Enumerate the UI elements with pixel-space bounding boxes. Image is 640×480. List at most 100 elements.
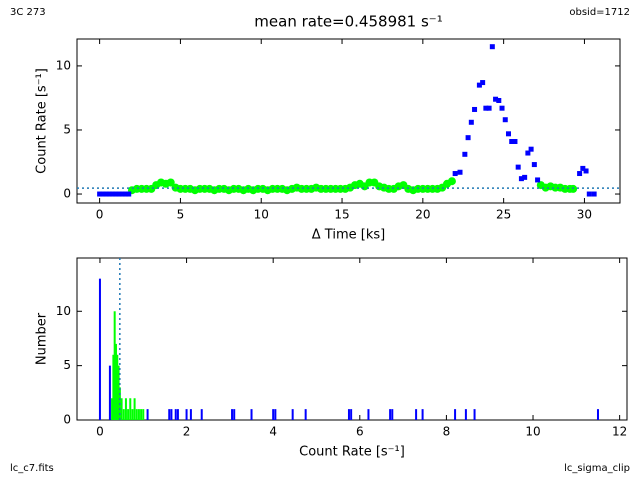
y-tick-label: 5 bbox=[63, 358, 71, 372]
histogram-bar bbox=[231, 409, 234, 420]
plot-frame bbox=[76, 38, 621, 204]
data-point bbox=[97, 191, 103, 197]
data-point bbox=[122, 191, 128, 197]
histogram-bar bbox=[291, 409, 294, 420]
obsid-label: obsid=1712 bbox=[569, 7, 630, 18]
data-point bbox=[116, 191, 122, 197]
histogram-bar bbox=[347, 409, 350, 420]
histogram-bar bbox=[98, 278, 101, 420]
histogram-bar bbox=[350, 409, 353, 420]
histogram-bar bbox=[464, 409, 467, 420]
x-tick-label: 6 bbox=[356, 425, 364, 439]
chart-title: mean rate=0.458981 s⁻¹ bbox=[254, 13, 442, 31]
x-tick-label: 8 bbox=[443, 425, 451, 439]
y-axis-label: Number bbox=[35, 312, 50, 365]
data-point bbox=[489, 44, 495, 50]
histogram-bar bbox=[129, 398, 132, 420]
histogram-bar bbox=[124, 398, 127, 420]
y-tick-label: 0 bbox=[63, 413, 71, 427]
data-point bbox=[468, 119, 474, 125]
histogram-bar bbox=[140, 409, 143, 420]
histogram-bar bbox=[304, 409, 307, 420]
x-tick-label: 25 bbox=[496, 208, 511, 222]
data-point bbox=[452, 171, 458, 177]
data-point bbox=[457, 169, 463, 175]
data-point bbox=[486, 105, 492, 111]
data-point bbox=[483, 105, 489, 111]
x-tick-label: 10 bbox=[254, 208, 269, 222]
data-point bbox=[476, 82, 482, 88]
data-point bbox=[496, 98, 502, 103]
histogram-bar bbox=[367, 409, 370, 420]
data-point bbox=[462, 151, 468, 157]
data-point bbox=[580, 165, 586, 171]
data-point bbox=[472, 106, 478, 112]
data-point bbox=[522, 174, 528, 180]
data-point bbox=[126, 191, 132, 197]
file-label: lc_c7.fits bbox=[10, 463, 54, 474]
data-point bbox=[569, 184, 578, 193]
data-point bbox=[591, 191, 597, 197]
x-tick-label: 12 bbox=[612, 425, 627, 439]
data-point bbox=[480, 80, 486, 86]
histogram-bar bbox=[127, 409, 130, 420]
histogram-bar bbox=[174, 409, 177, 420]
y-tick-label: 10 bbox=[56, 58, 71, 72]
data-point bbox=[505, 131, 511, 137]
histogram-bar bbox=[146, 409, 149, 420]
histogram-bar bbox=[117, 365, 120, 420]
data-point bbox=[447, 177, 456, 186]
histogram-bar bbox=[200, 409, 203, 420]
histogram-bar bbox=[111, 398, 114, 420]
histogram-bar bbox=[137, 409, 140, 420]
data-point bbox=[113, 191, 119, 197]
data-point bbox=[515, 164, 521, 170]
data-point bbox=[528, 146, 534, 152]
data-point bbox=[586, 191, 592, 197]
histogram-bar bbox=[274, 409, 277, 420]
histogram-bar bbox=[421, 409, 424, 420]
data-point bbox=[166, 178, 175, 187]
data-point bbox=[531, 162, 537, 168]
data-point bbox=[465, 135, 471, 141]
data-point bbox=[106, 191, 112, 197]
source-label: 3C 273 bbox=[10, 7, 46, 18]
data-point bbox=[509, 139, 515, 144]
histogram-bar bbox=[176, 409, 179, 420]
histogram-bar bbox=[168, 409, 171, 420]
data-point bbox=[499, 105, 505, 111]
data-point bbox=[100, 191, 106, 197]
data-point bbox=[103, 191, 109, 197]
x-axis-label: Δ Time [ks] bbox=[312, 228, 385, 243]
histogram-bar bbox=[185, 409, 188, 420]
plot-frame bbox=[76, 257, 628, 421]
histogram-bar bbox=[114, 343, 117, 420]
histogram-bar bbox=[189, 409, 192, 420]
data-point bbox=[583, 168, 589, 174]
histogram-bar bbox=[133, 398, 136, 420]
x-tick-label: 15 bbox=[334, 208, 349, 222]
x-axis-label: Count Rate [s⁻¹] bbox=[299, 445, 405, 460]
histogram-bar bbox=[391, 409, 394, 420]
histogram-bar bbox=[415, 409, 418, 420]
histogram-bar bbox=[272, 409, 275, 420]
histogram-bar bbox=[250, 409, 253, 420]
x-tick-label: 0 bbox=[96, 425, 104, 439]
histogram-bar bbox=[473, 409, 476, 420]
data-point bbox=[512, 139, 518, 144]
x-tick-label: 5 bbox=[177, 208, 185, 222]
histogram-bar bbox=[131, 409, 134, 420]
histogram-bar bbox=[113, 311, 116, 420]
histogram-bar bbox=[120, 398, 123, 420]
histogram-bar bbox=[233, 409, 236, 420]
data-point bbox=[518, 176, 524, 182]
data-point bbox=[493, 96, 499, 102]
histogram-bar bbox=[112, 354, 115, 420]
data-point bbox=[502, 117, 508, 123]
y-tick-label: 5 bbox=[63, 122, 71, 136]
x-tick-label: 0 bbox=[96, 208, 104, 222]
histogram-bar bbox=[135, 409, 138, 420]
x-tick-label: 2 bbox=[183, 425, 191, 439]
method-label: lc_sigma_clip bbox=[564, 463, 630, 474]
